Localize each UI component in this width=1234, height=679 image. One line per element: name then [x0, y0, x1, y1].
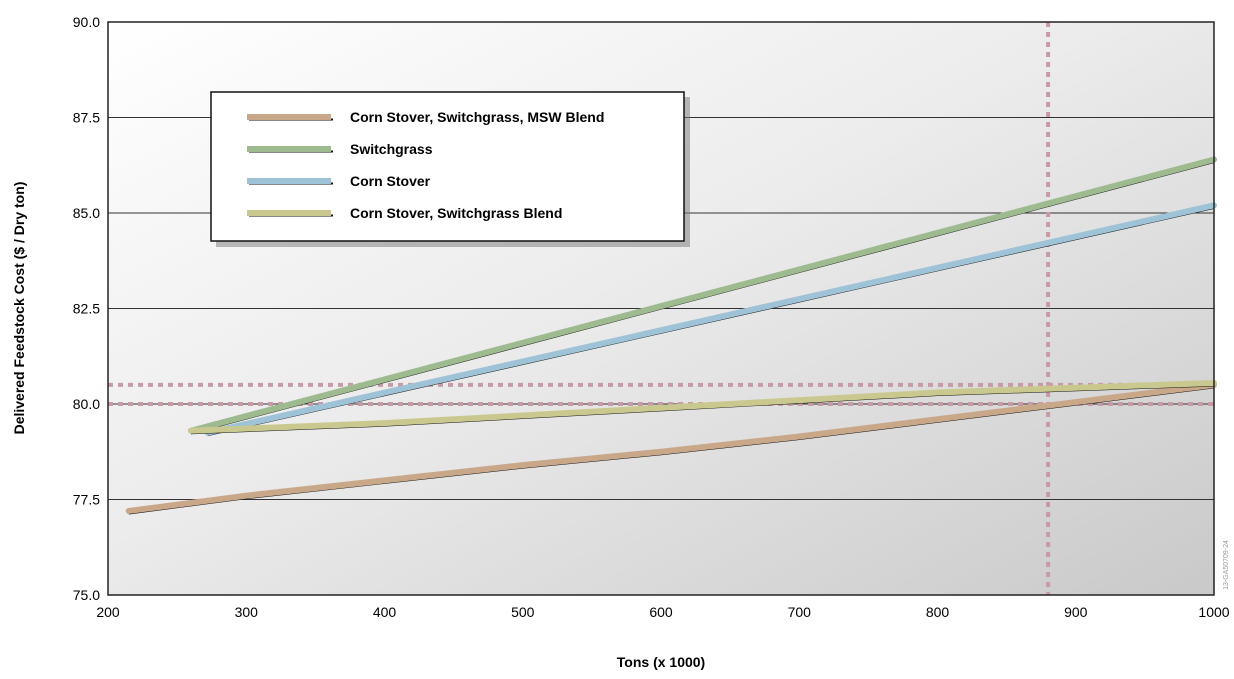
x-tick-label: 1000: [1198, 604, 1229, 620]
y-tick-label: 75.0: [73, 587, 100, 603]
legend-label: Corn Stover, Switchgrass Blend: [350, 205, 562, 221]
x-tick-label: 300: [235, 604, 259, 620]
legend-label: Switchgrass: [350, 141, 433, 157]
series-line-0: [125, 381, 1217, 514]
x-tick-label: 200: [96, 604, 120, 620]
y-axis-title: Delivered Feedstock Cost ($ / Dry ton): [11, 182, 27, 435]
y-tick-label: 85.0: [73, 205, 100, 221]
x-axis-title: Tons (x 1000): [617, 654, 705, 670]
x-tick-label: 700: [788, 604, 812, 620]
x-tick-label: 500: [511, 604, 535, 620]
y-tick-labels: 75.0 77.5 80.0 82.5 85.0 87.5 90.0: [73, 14, 100, 603]
series-line-2: [204, 202, 1217, 436]
x-tick-label: 400: [373, 604, 397, 620]
legend-label: Corn Stover, Switchgrass, MSW Blend: [350, 109, 604, 125]
x-tick-label: 600: [649, 604, 673, 620]
y-tick-label: 90.0: [73, 14, 100, 30]
series-group: [125, 156, 1217, 515]
legend: Corn Stover, Switchgrass, MSW Blend Switc…: [210, 91, 690, 247]
figure-id-label: 13-GA50709-24: [1223, 540, 1230, 590]
plot-frame: [107, 21, 1215, 596]
legend-label: Corn Stover: [350, 173, 431, 189]
y-tick-label: 82.5: [73, 301, 100, 317]
x-tick-label: 900: [1064, 604, 1088, 620]
y-tick-label: 77.5: [73, 492, 100, 508]
series-line-3: [187, 379, 1217, 434]
x-tick-label: 800: [926, 604, 950, 620]
y-tick-label: 80.0: [73, 396, 100, 412]
x-tick-labels: 200 300 400 500 600 700 800 900 1000: [96, 604, 1229, 620]
series-line-1: [187, 156, 1217, 434]
y-tick-label: 87.5: [73, 110, 100, 126]
